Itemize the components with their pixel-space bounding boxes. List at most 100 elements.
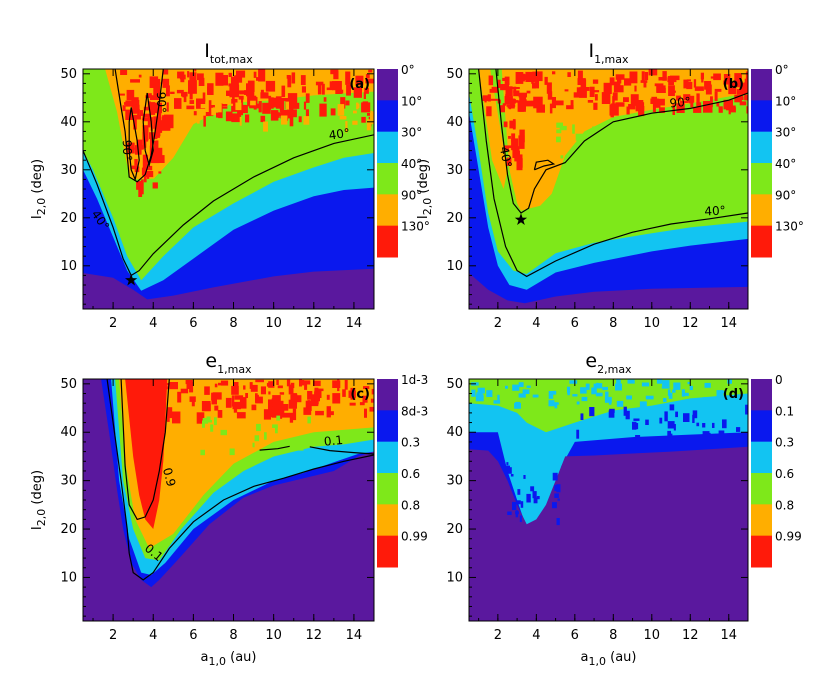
blue-speckle <box>552 472 558 481</box>
red-speckle <box>220 380 229 386</box>
red-speckle <box>237 104 246 110</box>
x-axis-label: a1,0 (au) <box>201 650 257 668</box>
plot-area: 0.10.10.9 <box>83 379 374 621</box>
x-tick-label: 8 <box>229 316 237 331</box>
green-speckle <box>595 138 598 141</box>
orange-speckle <box>345 121 348 133</box>
green-speckle <box>307 416 311 424</box>
colorbar-label: 130° <box>401 220 430 234</box>
red-speckle <box>508 136 511 139</box>
contour-line <box>142 92 154 168</box>
red-speckle <box>183 94 187 103</box>
colorbar-swatch <box>377 504 398 537</box>
green-speckle <box>581 143 588 147</box>
red-speckle <box>484 100 487 103</box>
cyan-speckle <box>595 392 603 397</box>
red-speckle <box>275 96 282 109</box>
cyan-speckle <box>605 391 609 399</box>
red-speckle <box>319 103 327 117</box>
red-speckle <box>231 113 242 123</box>
red-speckle <box>228 83 237 87</box>
red-speckle <box>253 71 257 78</box>
red-speckle <box>696 93 700 106</box>
red-speckle <box>141 117 149 121</box>
colorbar: 1d-3 8d-3 0.3 0.6 0.8 0.99 <box>377 373 428 568</box>
cyan-speckle <box>471 389 476 397</box>
red-speckle <box>229 84 240 98</box>
contour-line <box>259 445 290 451</box>
cyan-speckle <box>602 386 608 391</box>
cyan-speckle <box>702 397 707 401</box>
colorbar-swatch <box>751 100 772 133</box>
red-speckle <box>303 101 307 110</box>
red-speckle <box>509 98 515 109</box>
cyan-speckle <box>681 389 685 397</box>
cyan-speckle <box>627 379 635 384</box>
x-tick-label: 14 <box>720 316 737 331</box>
red-speckle <box>217 410 223 418</box>
cyan-speckle <box>684 392 689 397</box>
red-speckle <box>369 406 374 412</box>
red-speckle <box>260 92 269 99</box>
contour-label: 40° <box>328 126 351 143</box>
red-speckle <box>641 71 645 82</box>
red-speckle <box>299 379 302 387</box>
red-speckle <box>686 79 691 82</box>
red-speckle <box>544 76 548 85</box>
red-speckle <box>268 381 275 388</box>
red-speckle <box>277 385 283 389</box>
blue-speckle <box>722 419 727 429</box>
red-speckle <box>307 391 313 400</box>
red-speckle <box>142 125 149 141</box>
y-tick-label: 30 <box>60 474 77 489</box>
contour-line <box>114 69 164 183</box>
red-speckle <box>211 394 217 405</box>
red-speckle <box>169 382 178 390</box>
red-speckle <box>197 73 204 81</box>
red-speckle <box>526 90 531 94</box>
red-speckle <box>546 82 552 94</box>
red-speckle <box>630 94 639 106</box>
red-speckle <box>207 83 214 95</box>
red-speckle <box>361 116 366 123</box>
red-speckle <box>286 113 293 119</box>
red-speckle <box>511 133 516 142</box>
colorbar-label: 40° <box>401 157 422 171</box>
contour-label: 0.1 <box>323 433 343 449</box>
green-speckle <box>592 126 599 129</box>
red-speckle <box>291 72 296 84</box>
red-speckle <box>532 82 536 89</box>
orange-speckle <box>353 110 357 114</box>
x-tick-label: 2 <box>494 628 502 643</box>
y-tick-label: 50 <box>60 377 77 392</box>
cyan-speckle <box>532 394 539 398</box>
orange-speckle <box>370 110 373 122</box>
red-speckle <box>609 77 615 86</box>
red-speckle <box>250 384 258 392</box>
red-speckle <box>570 100 574 107</box>
green-speckle <box>302 439 308 445</box>
orange-speckle <box>239 116 242 126</box>
blue-speckle <box>505 465 510 472</box>
red-speckle <box>592 79 599 84</box>
green-speckle <box>220 429 227 436</box>
red-speckle <box>594 90 600 93</box>
red-speckle <box>333 71 339 80</box>
orange-speckle <box>337 104 345 116</box>
red-speckle <box>714 91 718 101</box>
x-tick-label: 6 <box>571 316 579 331</box>
red-speckle <box>340 97 346 109</box>
red-speckle <box>638 106 645 117</box>
red-speckle <box>290 102 300 109</box>
red-speckle <box>648 69 658 76</box>
x-tick-label: 10 <box>644 628 661 643</box>
blue-speckle <box>530 486 535 492</box>
colorbar-label: 90° <box>401 188 422 202</box>
region-purple <box>469 446 748 621</box>
red-speckle <box>258 69 266 82</box>
contour-label: 90° <box>154 92 169 114</box>
red-speckle <box>703 101 713 113</box>
red-speckle <box>165 386 170 390</box>
red-speckle <box>285 98 294 110</box>
red-speckle <box>549 103 553 114</box>
